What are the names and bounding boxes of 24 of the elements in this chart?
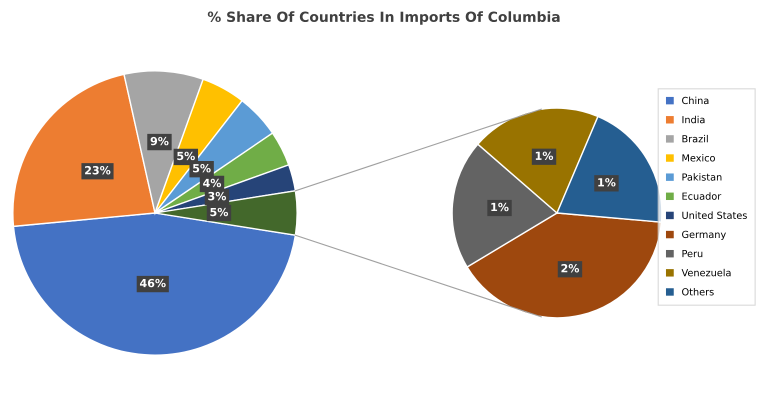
legend-label: Others <box>682 288 714 296</box>
data-label: 5% <box>210 208 228 216</box>
data-label: 1% <box>491 202 509 212</box>
chart-title: % Share Of Countries In Imports Of Columbia <box>208 11 560 25</box>
legend-label: Pakistan <box>682 173 722 181</box>
data-label: 5% <box>177 152 195 160</box>
data-label: 46% <box>140 278 166 288</box>
data-label: 4% <box>203 178 222 188</box>
data-label: 2% <box>561 264 580 272</box>
legend-label: United States <box>682 211 747 219</box>
data-label: 5% <box>193 164 211 172</box>
legend-label: Mexico <box>682 154 715 162</box>
legend-label: China <box>682 96 708 104</box>
legend-label: Ecuador <box>682 192 722 200</box>
data-label: 23% <box>85 166 110 174</box>
data-label: 1% <box>598 178 616 187</box>
legend-label: Germany <box>682 230 726 240</box>
data-label: 1% <box>536 152 554 160</box>
legend-label: Brazil <box>682 134 708 142</box>
data-label: 9% <box>150 136 169 146</box>
legend-label: Venezuela <box>682 268 731 276</box>
legend-label: India <box>682 116 705 124</box>
data-label: 3% <box>208 192 226 200</box>
legend-label: Peru <box>682 250 702 258</box>
